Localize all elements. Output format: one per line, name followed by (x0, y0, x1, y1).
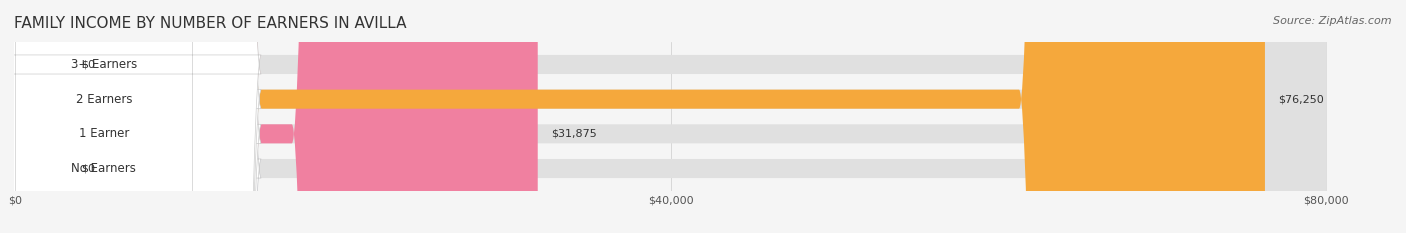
Text: 2 Earners: 2 Earners (76, 93, 132, 106)
FancyBboxPatch shape (15, 0, 1326, 233)
Text: FAMILY INCOME BY NUMBER OF EARNERS IN AVILLA: FAMILY INCOME BY NUMBER OF EARNERS IN AV… (14, 16, 406, 31)
Text: $31,875: $31,875 (551, 129, 596, 139)
FancyBboxPatch shape (0, 0, 262, 233)
FancyBboxPatch shape (15, 0, 1265, 233)
FancyBboxPatch shape (15, 0, 537, 233)
Text: Source: ZipAtlas.com: Source: ZipAtlas.com (1274, 16, 1392, 26)
FancyBboxPatch shape (15, 0, 1326, 233)
Text: 3+ Earners: 3+ Earners (70, 58, 136, 71)
FancyBboxPatch shape (0, 0, 262, 233)
Text: $0: $0 (82, 59, 96, 69)
FancyBboxPatch shape (0, 0, 262, 233)
Text: $0: $0 (82, 164, 96, 174)
FancyBboxPatch shape (15, 0, 1326, 233)
Text: $76,250: $76,250 (1278, 94, 1324, 104)
Text: No Earners: No Earners (72, 162, 136, 175)
FancyBboxPatch shape (0, 0, 262, 233)
FancyBboxPatch shape (15, 0, 1326, 233)
Text: 1 Earner: 1 Earner (79, 127, 129, 140)
FancyBboxPatch shape (0, 0, 262, 233)
FancyBboxPatch shape (0, 0, 262, 233)
